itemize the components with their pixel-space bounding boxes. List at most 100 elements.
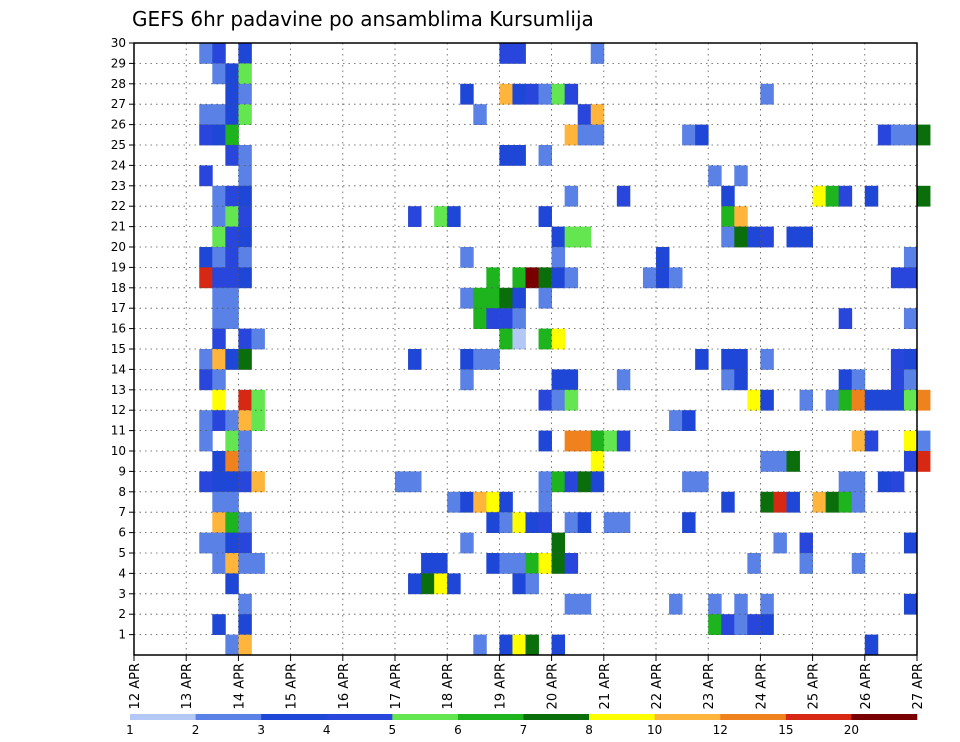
y-tick-label: 12 (111, 403, 126, 417)
colorbar-swatch (195, 714, 262, 720)
precip-cell (656, 267, 670, 289)
precip-cell (603, 512, 618, 533)
precip-cell (890, 369, 905, 391)
precip-cell (669, 593, 683, 615)
precip-cell (564, 471, 579, 493)
precip-cell (721, 369, 735, 391)
precip-cell (616, 512, 631, 533)
precip-cell (251, 553, 265, 574)
x-tick-label: 27 APR (911, 663, 926, 709)
precip-cell (773, 532, 787, 554)
precip-cell (212, 124, 226, 146)
y-tick-label: 2 (118, 607, 126, 621)
precip-cell (734, 165, 748, 187)
precip-cell (199, 124, 213, 146)
precip-cell (447, 573, 461, 595)
chart-title: GEFS 6hr padavine po ansamblima Kursumli… (132, 7, 594, 31)
precip-cell (460, 247, 474, 268)
precip-cell (708, 593, 722, 615)
y-tick-label: 20 (111, 240, 126, 254)
precip-cell (656, 247, 670, 268)
precip-cell (903, 247, 918, 268)
precip-cell (695, 349, 709, 370)
precip-cell (551, 83, 566, 105)
precip-cell (538, 145, 552, 166)
colorbar-swatch (654, 714, 721, 720)
precip-cell (734, 614, 748, 635)
precip-cell (225, 532, 239, 554)
precip-cell (708, 614, 722, 635)
precip-cell (512, 308, 526, 329)
precip-cell (734, 593, 748, 615)
precip-cell (460, 349, 474, 370)
precip-cell (499, 43, 513, 64)
precip-cell (225, 267, 239, 289)
precip-cell (551, 634, 566, 656)
precip-cell (616, 369, 631, 391)
precip-cell (212, 104, 226, 125)
precip-cell (538, 287, 552, 309)
colorbar-label: 8 (585, 723, 593, 737)
precip-cell (238, 206, 252, 227)
x-tick-label: 17 APR (389, 663, 404, 709)
precip-cell (551, 532, 566, 554)
precip-cell (825, 389, 840, 411)
y-tick-label: 21 (111, 220, 126, 234)
precip-cell (564, 430, 579, 452)
precip-cell (760, 389, 774, 411)
precip-cell (512, 328, 526, 350)
precip-cell (760, 349, 774, 370)
precip-cell (538, 471, 552, 493)
y-tick-label: 10 (111, 444, 126, 458)
precip-cell (238, 532, 252, 554)
precip-cell (773, 491, 787, 513)
precip-cell (225, 206, 239, 227)
y-tick-label: 22 (111, 199, 126, 213)
precip-cell (564, 512, 579, 533)
precip-cell (682, 124, 696, 146)
precip-cell (212, 349, 226, 370)
precip-cell (616, 430, 631, 452)
precip-cell (225, 308, 239, 329)
precip-cell (447, 491, 461, 513)
precip-cell (564, 226, 579, 248)
precip-cell (760, 593, 774, 615)
colorbar-label: 15 (778, 723, 793, 737)
precip-cell (721, 185, 735, 207)
colorbar-label: 2 (192, 723, 200, 737)
y-tick-label: 28 (111, 77, 126, 91)
precip-cell (538, 512, 552, 533)
precip-cell (890, 471, 905, 493)
precip-cell (199, 104, 213, 125)
precip-cell (434, 206, 448, 227)
precip-cell (225, 451, 239, 472)
precip-cell (225, 63, 239, 85)
precip-cell (903, 267, 918, 289)
precip-cell (212, 369, 226, 391)
precip-cell (199, 471, 213, 493)
precip-cell (917, 185, 931, 207)
precip-cell (551, 471, 566, 493)
precip-cell (238, 349, 252, 370)
precip-cell (838, 389, 853, 411)
precip-cell (212, 328, 226, 350)
precip-cell (825, 185, 840, 207)
precip-cell (903, 308, 918, 329)
precip-cell (238, 614, 252, 635)
precip-cell (838, 471, 853, 493)
precip-cell (590, 104, 605, 125)
precip-cell (499, 553, 513, 574)
precip-cell (799, 553, 813, 574)
precip-cell (590, 430, 605, 452)
precip-cell (238, 389, 252, 411)
precip-cell (225, 247, 239, 268)
precip-cell (708, 165, 722, 187)
precip-cell (212, 471, 226, 493)
precip-cell (760, 491, 774, 513)
precip-cell (486, 491, 500, 513)
y-tick-label: 24 (111, 158, 126, 172)
precip-cell (512, 267, 526, 289)
precip-cell (499, 308, 513, 329)
precip-cell (225, 471, 239, 493)
precip-cell (525, 573, 539, 595)
